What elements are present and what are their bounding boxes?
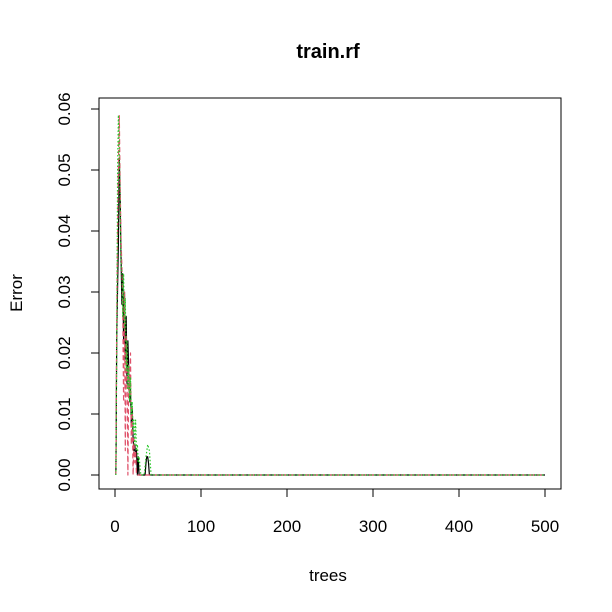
x-tick-label: 500	[531, 517, 559, 536]
y-axis: 0.00 0.01 0.02 0.03 0.04 0.05 0.06	[55, 92, 100, 492]
x-axis-label: trees	[309, 566, 347, 585]
y-tick-label: 0.00	[55, 458, 74, 491]
y-tick-label: 0.06	[55, 92, 74, 125]
chart-title: train.rf	[296, 41, 360, 63]
y-tick-label: 0.03	[55, 275, 74, 308]
y-tick-label: 0.05	[55, 153, 74, 186]
x-tick-label: 200	[273, 517, 301, 536]
x-tick-label: 0	[110, 517, 119, 536]
y-tick-label: 0.01	[55, 397, 74, 430]
series-line-2	[115, 114, 545, 476]
x-tick-label: 400	[445, 517, 473, 536]
series-layer	[115, 114, 545, 476]
y-tick-label: 0.04	[55, 214, 74, 247]
series-line-3	[115, 114, 545, 476]
x-axis: 0 100 200 300 400 500	[110, 488, 559, 536]
y-tick-label: 0.02	[55, 336, 74, 369]
x-tick-label: 300	[359, 517, 387, 536]
y-axis-label: Error	[7, 274, 26, 312]
x-tick-label: 100	[187, 517, 215, 536]
